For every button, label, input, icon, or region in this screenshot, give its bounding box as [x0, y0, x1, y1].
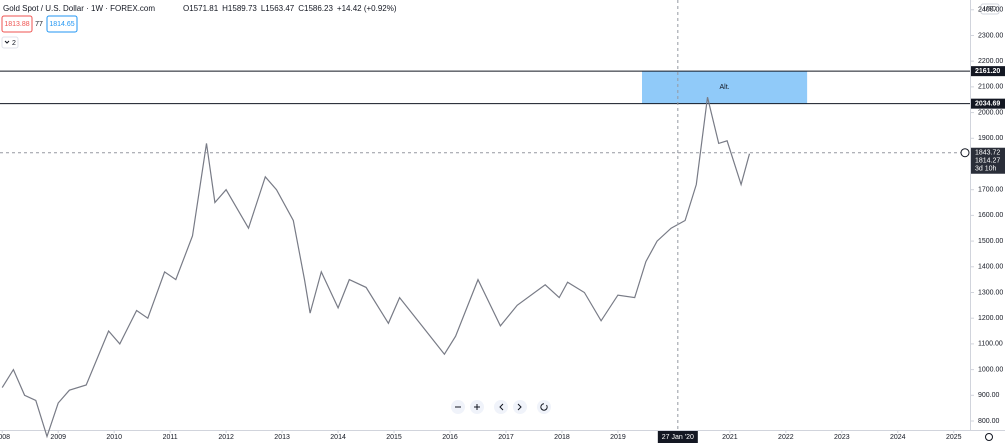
- sell-button[interactable]: [1, 15, 33, 33]
- zone-label: Alt.: [719, 84, 729, 91]
- y-tick-label: 800.00: [978, 418, 1000, 425]
- y-tick-label: 1000.00: [978, 366, 1003, 373]
- currency-button[interactable]: [980, 3, 1000, 15]
- left-icon: [499, 403, 504, 411]
- x-tick-label: 2012: [218, 434, 234, 441]
- x-tick-label: 2022: [778, 434, 794, 441]
- ohlc-value: H1589.73: [222, 4, 257, 13]
- level-tag: [971, 66, 1005, 77]
- indicator-count[interactable]: 2: [12, 40, 16, 47]
- ask-price[interactable]: 1814.65: [49, 21, 74, 28]
- y-tick-label: 2000.00: [978, 109, 1003, 116]
- reset-icon: [540, 403, 548, 411]
- right-icon: [517, 403, 522, 411]
- y-tick-label: 1900.00: [978, 135, 1003, 142]
- level-label: 2034.69: [975, 101, 1000, 108]
- buy-button[interactable]: [46, 15, 78, 33]
- y-tick-label: 900.00: [978, 392, 1000, 399]
- level-label: 2161.20: [975, 68, 1000, 75]
- x-tick-label: 2013: [274, 434, 290, 441]
- x-tick-label: 2009: [50, 434, 66, 441]
- y-tick-label: 2300.00: [978, 32, 1003, 39]
- crosshair-label: 27 Jan '20: [662, 434, 694, 441]
- last-price-label: 1843.72: [975, 150, 1000, 157]
- chevron-icon: [4, 40, 10, 44]
- x-tick-label: 2015: [386, 434, 402, 441]
- y-tick-label: 1200.00: [978, 315, 1003, 322]
- ohlc-value: C1586.23: [298, 4, 333, 13]
- plus-icon: [474, 404, 480, 410]
- price-line: [1, 97, 751, 439]
- x-tick-label: 2017: [498, 434, 514, 441]
- ohlc-value: O1571.81: [183, 4, 219, 13]
- spread: 77: [35, 21, 43, 28]
- price-scale-button[interactable]: [960, 148, 970, 158]
- x-tick-label: 2021: [722, 434, 738, 441]
- x-tick-label: 2019: [610, 434, 626, 441]
- plot: Alt.: [0, 0, 970, 439]
- crosshair-tag: [657, 431, 698, 443]
- nav-toolbar: [451, 400, 551, 414]
- last-price-tag: [971, 147, 1005, 174]
- bid-label: 1814.27: [975, 158, 1000, 165]
- currency-label[interactable]: USD: [984, 7, 997, 13]
- y-tick-label: 1100.00: [978, 341, 1003, 348]
- level-tag: [971, 98, 1005, 109]
- y-tick-label: 2200.00: [978, 58, 1003, 65]
- x-tick-label: 2011: [163, 434, 178, 441]
- indicators-toggle[interactable]: [1, 36, 19, 49]
- scroll-left[interactable]: [494, 400, 508, 414]
- reset-view[interactable]: [537, 400, 551, 414]
- ohlc-legend: O1571.81 H1589.73 L1563.47 C1586.23 +14.42 (…: [183, 4, 397, 13]
- zone: [642, 71, 808, 104]
- y-tick-label: 2400.00: [978, 7, 1003, 14]
- scroll-right[interactable]: [513, 400, 527, 414]
- y-tick-label: 1500.00: [978, 238, 1003, 245]
- x-tick-label: 2016: [442, 434, 458, 441]
- y-tick-label: 2100.00: [978, 84, 1003, 91]
- x-tick-label: 2025: [946, 434, 962, 441]
- bid-price[interactable]: 1813.88: [4, 21, 29, 28]
- settings-icon[interactable]: [985, 433, 993, 441]
- x-tick-label: 2024: [890, 434, 906, 441]
- symbol-title: Gold Spot / U.S. Dollar · 1W · FOREX.com: [3, 4, 155, 13]
- x-tick-label: 2010: [106, 434, 122, 441]
- y-tick-label: 1600.00: [978, 212, 1003, 219]
- x-tick-label: 2008: [0, 434, 10, 441]
- countdown: 3d 10h: [975, 166, 997, 173]
- x-tick-label: 2014: [330, 434, 346, 441]
- y-tick-label: 1700.00: [978, 187, 1003, 194]
- ohlc-value: L1563.47: [261, 4, 295, 13]
- x-tick-label: 2018: [554, 434, 570, 441]
- x-tick-label: 2023: [834, 434, 850, 441]
- y-tick-label: 1400.00: [978, 264, 1003, 271]
- ohlc-value: +14.42 (+0.92%): [337, 4, 397, 13]
- y-tick-label: 1300.00: [978, 289, 1003, 296]
